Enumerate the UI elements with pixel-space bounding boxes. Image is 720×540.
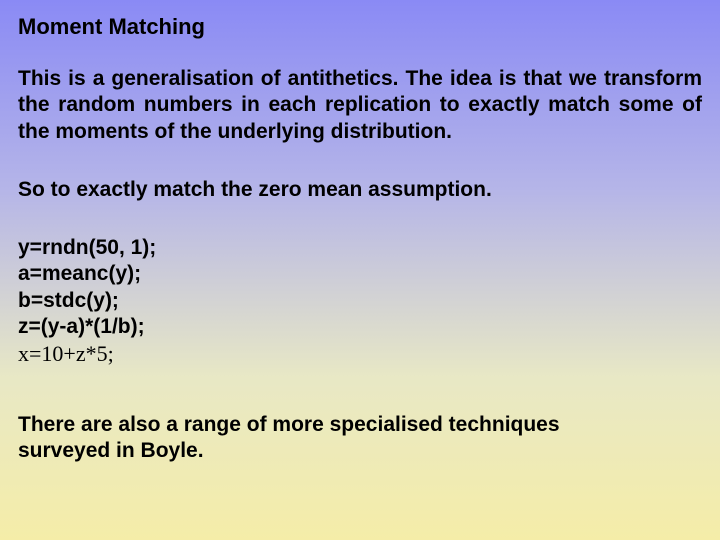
closing-line-2: surveyed in Boyle. xyxy=(18,438,702,464)
code-line-3: b=stdc(y); xyxy=(18,288,702,314)
code-line-5: x=10+z*5; xyxy=(18,340,702,368)
closing-line-1: There are also a range of more specialis… xyxy=(18,412,702,438)
intro-paragraph: This is a generalisation of antithetics.… xyxy=(18,66,702,145)
code-line-4: z=(y-a)*(1/b); xyxy=(18,314,702,340)
code-line-2: a=meanc(y); xyxy=(18,261,702,287)
code-line-1: y=rndn(50, 1); xyxy=(18,235,702,261)
slide: Moment Matching This is a generalisation… xyxy=(0,0,720,540)
lead-paragraph: So to exactly match the zero mean assump… xyxy=(18,177,702,203)
slide-title: Moment Matching xyxy=(18,14,702,40)
